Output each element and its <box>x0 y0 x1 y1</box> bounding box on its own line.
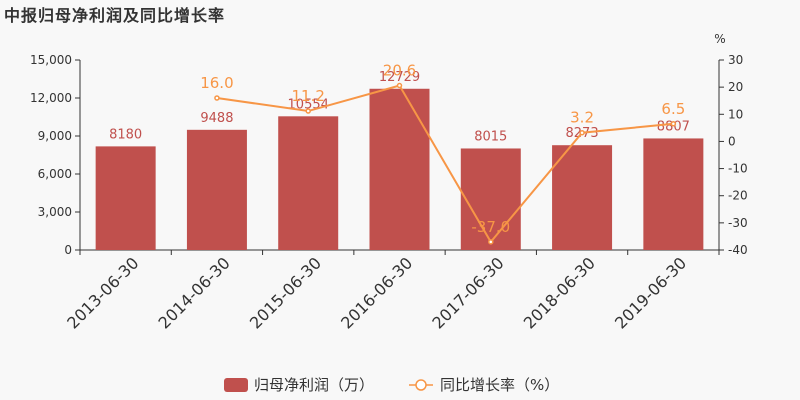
line-point <box>488 239 494 245</box>
chart-title: 中报归母净利润及同比增长率 <box>4 6 226 25</box>
bar-value-label: 8015 <box>474 129 507 144</box>
bar-value-label: 12729 <box>379 70 420 85</box>
line-value-label: 6.5 <box>661 100 685 118</box>
right-tick-label: -30 <box>728 216 748 230</box>
bar <box>95 146 156 250</box>
line-value-label: -37.0 <box>471 218 510 236</box>
line-value-label: 3.2 <box>570 109 594 127</box>
line-value-label: 20.6 <box>383 62 416 80</box>
bar <box>643 138 704 250</box>
right-tick-label: 20 <box>728 80 743 94</box>
bar-value-label: 8180 <box>109 127 142 142</box>
bar <box>278 116 339 250</box>
right-tick-label: 10 <box>728 107 743 121</box>
left-tick-label: 6,000 <box>38 167 72 181</box>
x-tick-label: 2017-06-30 <box>428 253 507 332</box>
line-series <box>214 82 677 245</box>
legend-line-marker <box>415 379 427 391</box>
line-point <box>670 121 677 127</box>
line-value-label: 16.0 <box>200 74 233 92</box>
left-tick-label: 9,000 <box>38 129 72 143</box>
line-point <box>396 82 403 89</box>
bar <box>186 129 247 250</box>
bar-value-label: 9488 <box>200 111 233 126</box>
right-axis-unit: % <box>714 32 725 46</box>
legend[interactable]: 归母净利润（万） 同比增长率（%） <box>224 376 559 394</box>
x-tick-label: 2015-06-30 <box>246 253 325 332</box>
left-tick-label: 15,000 <box>30 53 72 67</box>
line-value-label: 11.2 <box>292 87 325 105</box>
left-tick-label: 3,000 <box>38 205 72 219</box>
right-tick-label: 0 <box>728 134 736 148</box>
x-tick-label: 2013-06-30 <box>63 253 142 332</box>
left-tick-label: 0 <box>64 243 72 257</box>
x-tick-label: 2018-06-30 <box>520 253 599 332</box>
bar-labels: 818094881055412729801582738807 <box>109 70 690 145</box>
line-labels: 16.0 11.2 20.6 -37.0 3.2 6.5 <box>200 62 685 236</box>
growth-line <box>216 84 674 244</box>
bar <box>552 145 613 250</box>
right-tick-label: 30 <box>728 53 743 67</box>
legend-line-label[interactable]: 同比增长率（%） <box>440 376 559 394</box>
legend-bar-label[interactable]: 归母净利润（万） <box>254 376 374 394</box>
left-tick-label: 12,000 <box>30 91 72 105</box>
bar-series <box>95 88 704 251</box>
right-tick-label: -40 <box>728 243 748 257</box>
bar-value-label: 8807 <box>657 119 690 134</box>
right-tick-label: -10 <box>728 162 748 176</box>
line-point <box>579 129 585 136</box>
bar <box>460 148 521 250</box>
legend-bar-swatch <box>224 378 248 392</box>
x-tick-label: 2016-06-30 <box>337 253 416 332</box>
line-point <box>214 95 220 101</box>
x-tick-label: 2014-06-30 <box>155 253 234 332</box>
right-tick-label: -20 <box>728 189 748 203</box>
x-tick-label: 2019-06-30 <box>611 253 690 332</box>
line-point <box>305 108 311 114</box>
bar <box>369 88 430 251</box>
